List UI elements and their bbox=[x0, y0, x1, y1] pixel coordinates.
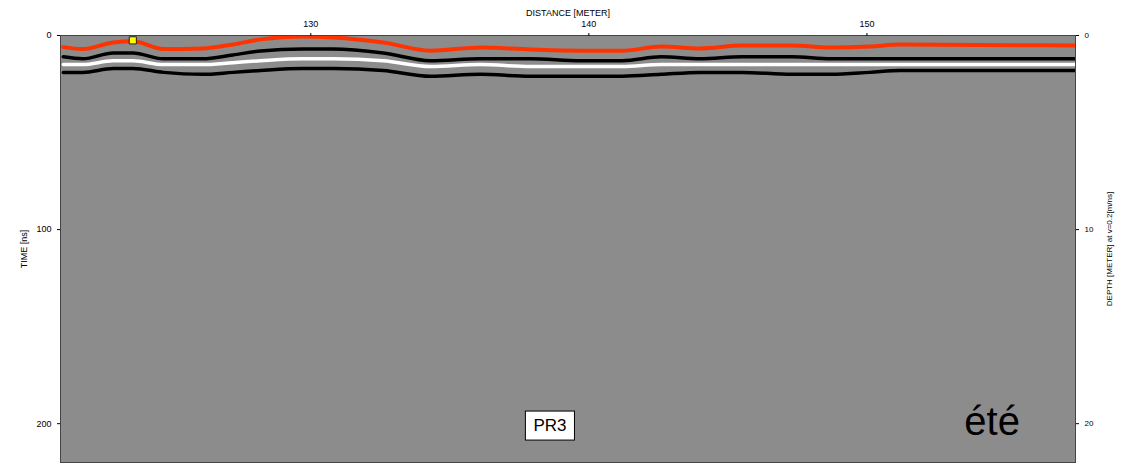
svg-text:PR3: PR3 bbox=[533, 416, 566, 435]
svg-text:0: 0 bbox=[1085, 31, 1090, 40]
svg-text:TIME [ns]: TIME [ns] bbox=[19, 230, 29, 269]
svg-text:200: 200 bbox=[36, 419, 51, 429]
svg-text:130: 130 bbox=[303, 19, 318, 29]
svg-text:150: 150 bbox=[859, 19, 874, 29]
svg-text:140: 140 bbox=[581, 19, 596, 29]
svg-text:10: 10 bbox=[1085, 225, 1094, 234]
svg-text:20: 20 bbox=[1085, 419, 1094, 428]
svg-text:DEPTH [METER] at v=0.2[m/ns]: DEPTH [METER] at v=0.2[m/ns] bbox=[1105, 192, 1114, 306]
svg-text:été: été bbox=[964, 399, 1020, 443]
svg-text:DISTANCE [METER]: DISTANCE [METER] bbox=[526, 8, 610, 18]
svg-text:100: 100 bbox=[36, 224, 51, 234]
svg-text:0: 0 bbox=[46, 30, 51, 40]
